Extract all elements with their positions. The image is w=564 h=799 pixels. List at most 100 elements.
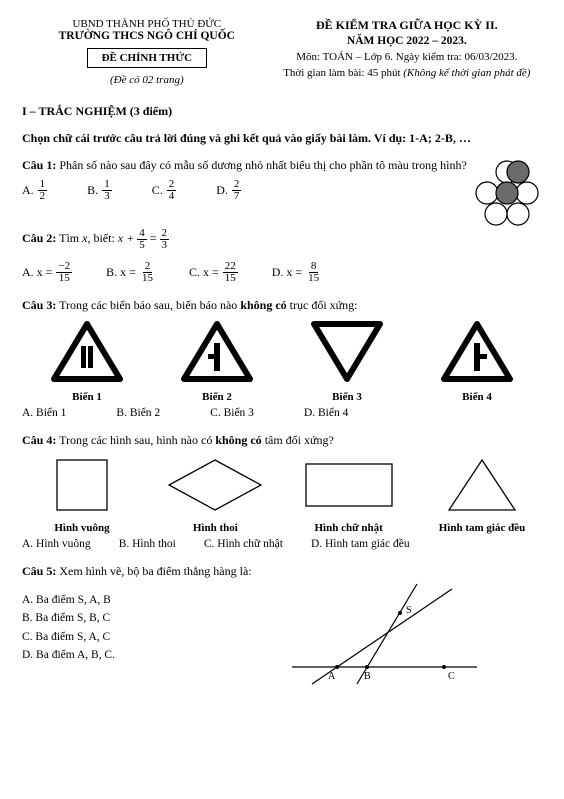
school-name: TRƯỜNG THCS NGÔ CHÍ QUỐC (22, 30, 272, 42)
opt-letter: B. (87, 183, 98, 198)
q2-opt-c: C. x = 2215 (189, 261, 238, 284)
fraction: 12 (38, 179, 48, 202)
q1-opt-d: D. 27 (216, 179, 241, 202)
sign-label: Biển 2 (172, 391, 262, 403)
q2-options: A. x = −215 B. x = 215 C. x = 2215 D. x … (22, 261, 542, 284)
fraction: 13 (102, 179, 112, 202)
q2-mid: , biết: (87, 231, 117, 245)
shape-label: Hình thoi (155, 522, 275, 534)
opt-letter: D. x = (272, 265, 302, 280)
opt-letter: D. (216, 183, 228, 198)
svg-text:C: C (448, 671, 455, 682)
q3-answers: A. Biển 1 B. Biển 2 C. Biển 3 D. Biển 4 (22, 407, 542, 419)
q2-prefix: Tìm (56, 231, 82, 245)
q4-ans-d: D. Hình tam giác đều (311, 538, 410, 550)
q2-text: Câu 2: Tìm x, biết: x + 45 = 23 (22, 231, 169, 245)
shape-label: Hình tam giác đều (422, 522, 542, 534)
shapes-row: Hình vuông Hình thoi Hình chữ nhật Hình … (22, 456, 542, 534)
time-note: (Không kể thời gian phát đề) (403, 67, 530, 79)
q1-opt-c: C. 24 (152, 179, 177, 202)
header-left: UBND THÀNH PHỐ THỦ ĐỨC TRƯỜNG THCS NGÔ C… (22, 18, 272, 86)
fraction: 45 (137, 228, 147, 251)
fraction: 24 (167, 179, 177, 202)
q1-opt-a: A. 12 (22, 179, 47, 202)
exam-title: ĐỀ KIỂM TRA GIỮA HỌC KỲ II. (272, 18, 542, 33)
q5-body: Xem hình vẽ, bộ ba điểm thẳng hàng là: (56, 564, 251, 578)
subject-line: Môn: TOÁN – Lớp 6. Ngày kiểm tra: 06/03/… (272, 51, 542, 63)
circles-figure (472, 158, 542, 228)
q2-expr: x + (118, 231, 137, 245)
shape-label: Hình vuông (22, 522, 142, 534)
shape-label: Hình chữ nhật (289, 522, 409, 534)
question-5: Câu 5: Xem hình vẽ, bộ ba điểm thẳng hàn… (22, 564, 542, 693)
q5-figure: A B C S (282, 579, 542, 693)
q3-bold: không có (240, 298, 286, 312)
section-1-title: I – TRẮC NGHIỆM (3 điểm) (22, 104, 542, 119)
opt-letter: C. (152, 183, 163, 198)
sign-3: Biển 3 (302, 321, 392, 403)
svg-text:A: A (328, 671, 336, 682)
q4-body2: tâm đối xứng? (262, 433, 334, 447)
authority-line: UBND THÀNH PHỐ THỦ ĐỨC (22, 18, 272, 30)
q5-label: Câu 5: (22, 564, 56, 578)
q1-label: Câu 1: (22, 158, 56, 172)
fraction: 215 (140, 261, 155, 284)
q2-opt-a: A. x = −215 (22, 261, 72, 284)
q5-options: A. Ba điểm S, A, B B. Ba điểm S, B, C C.… (22, 591, 282, 693)
q2-opt-b: B. x = 215 (106, 261, 155, 284)
svg-text:S: S (406, 605, 412, 616)
page-count-note: (Đề có 02 trang) (22, 74, 272, 86)
svg-text:B: B (364, 671, 371, 682)
opt-letter: C. x = (189, 265, 219, 280)
q5-opt-b: B. Ba điểm S, B, C (22, 609, 282, 627)
q3-ans-c: C. Biển 3 (210, 407, 254, 419)
fraction: 815 (306, 261, 321, 284)
opt-letter: A. (22, 183, 34, 198)
q3-ans-b: B. Biển 2 (116, 407, 160, 419)
question-1: Câu 1: Phân số nào sau đây có mẫu số dươ… (22, 158, 542, 202)
official-badge: ĐỀ CHÍNH THỨC (87, 48, 207, 68)
fraction: −215 (56, 261, 72, 284)
q5-opt-d: D. Ba điểm A, B, C. (22, 646, 282, 664)
opt-letter: B. x = (106, 265, 136, 280)
question-4: Câu 4: Trong các hình sau, hình nào có k… (22, 433, 542, 550)
shape-triangle: Hình tam giác đều (422, 456, 542, 534)
opt-letter: A. x = (22, 265, 52, 280)
q4-ans-a: A. Hình vuông (22, 538, 91, 550)
time-prefix: Thời gian làm bài: 45 phút (283, 67, 403, 79)
sign-1: Biển 1 (42, 321, 132, 403)
sign-label: Biển 4 (432, 391, 522, 403)
time-line: Thời gian làm bài: 45 phút (Không kể thờ… (272, 67, 542, 79)
q1-opt-b: B. 13 (87, 179, 112, 202)
question-2: Câu 2: Tìm x, biết: x + 45 = 23 A. x = −… (22, 228, 542, 284)
q5-opt-c: C. Ba điểm S, A, C (22, 628, 282, 646)
q1-options: A. 12 B. 13 C. 24 D. 27 (22, 179, 542, 202)
q3-body: Trong các biển báo sau, biển báo nào (56, 298, 240, 312)
sign-label: Biển 1 (42, 391, 132, 403)
q2-label: Câu 2: (22, 231, 56, 245)
shape-square: Hình vuông (22, 456, 142, 534)
q4-answers: A. Hình vuông B. Hình thoi C. Hình chữ n… (22, 538, 542, 550)
shape-rectangle: Hình chữ nhật (289, 456, 409, 534)
signs-row: Biển 1 Biển 2 Biển 3 Biển 4 (22, 321, 542, 403)
q3-ans-a: A. Biển 1 (22, 407, 66, 419)
sign-4: Biển 4 (432, 321, 522, 403)
q4-ans-c: C. Hình chữ nhật (204, 538, 283, 550)
q2-opt-d: D. x = 815 (272, 261, 321, 284)
sign-label: Biển 3 (302, 391, 392, 403)
fraction: 23 (160, 228, 170, 251)
q5-opt-a: A. Ba điểm S, A, B (22, 591, 282, 609)
q3-ans-d: D. Biển 4 (304, 407, 348, 419)
fraction: 27 (232, 179, 242, 202)
q4-label: Câu 4: (22, 433, 56, 447)
q1-text: Câu 1: Phân số nào sau đây có mẫu số dươ… (22, 158, 542, 173)
q1-body: Phân số nào sau đây có mẫu số dương nhỏ … (56, 158, 466, 172)
q5-row: A. Ba điểm S, A, B B. Ba điểm S, B, C C.… (22, 579, 542, 693)
eq: = (147, 231, 160, 245)
shape-rhombus: Hình thoi (155, 456, 275, 534)
school-year: NĂM HỌC 2022 – 2023. (272, 35, 542, 47)
q4-ans-b: B. Hình thoi (119, 538, 176, 550)
header-right: ĐỀ KIỂM TRA GIỮA HỌC KỲ II. NĂM HỌC 2022… (272, 18, 542, 86)
fraction: 2215 (223, 261, 238, 284)
q4-bold: không có (215, 433, 261, 447)
